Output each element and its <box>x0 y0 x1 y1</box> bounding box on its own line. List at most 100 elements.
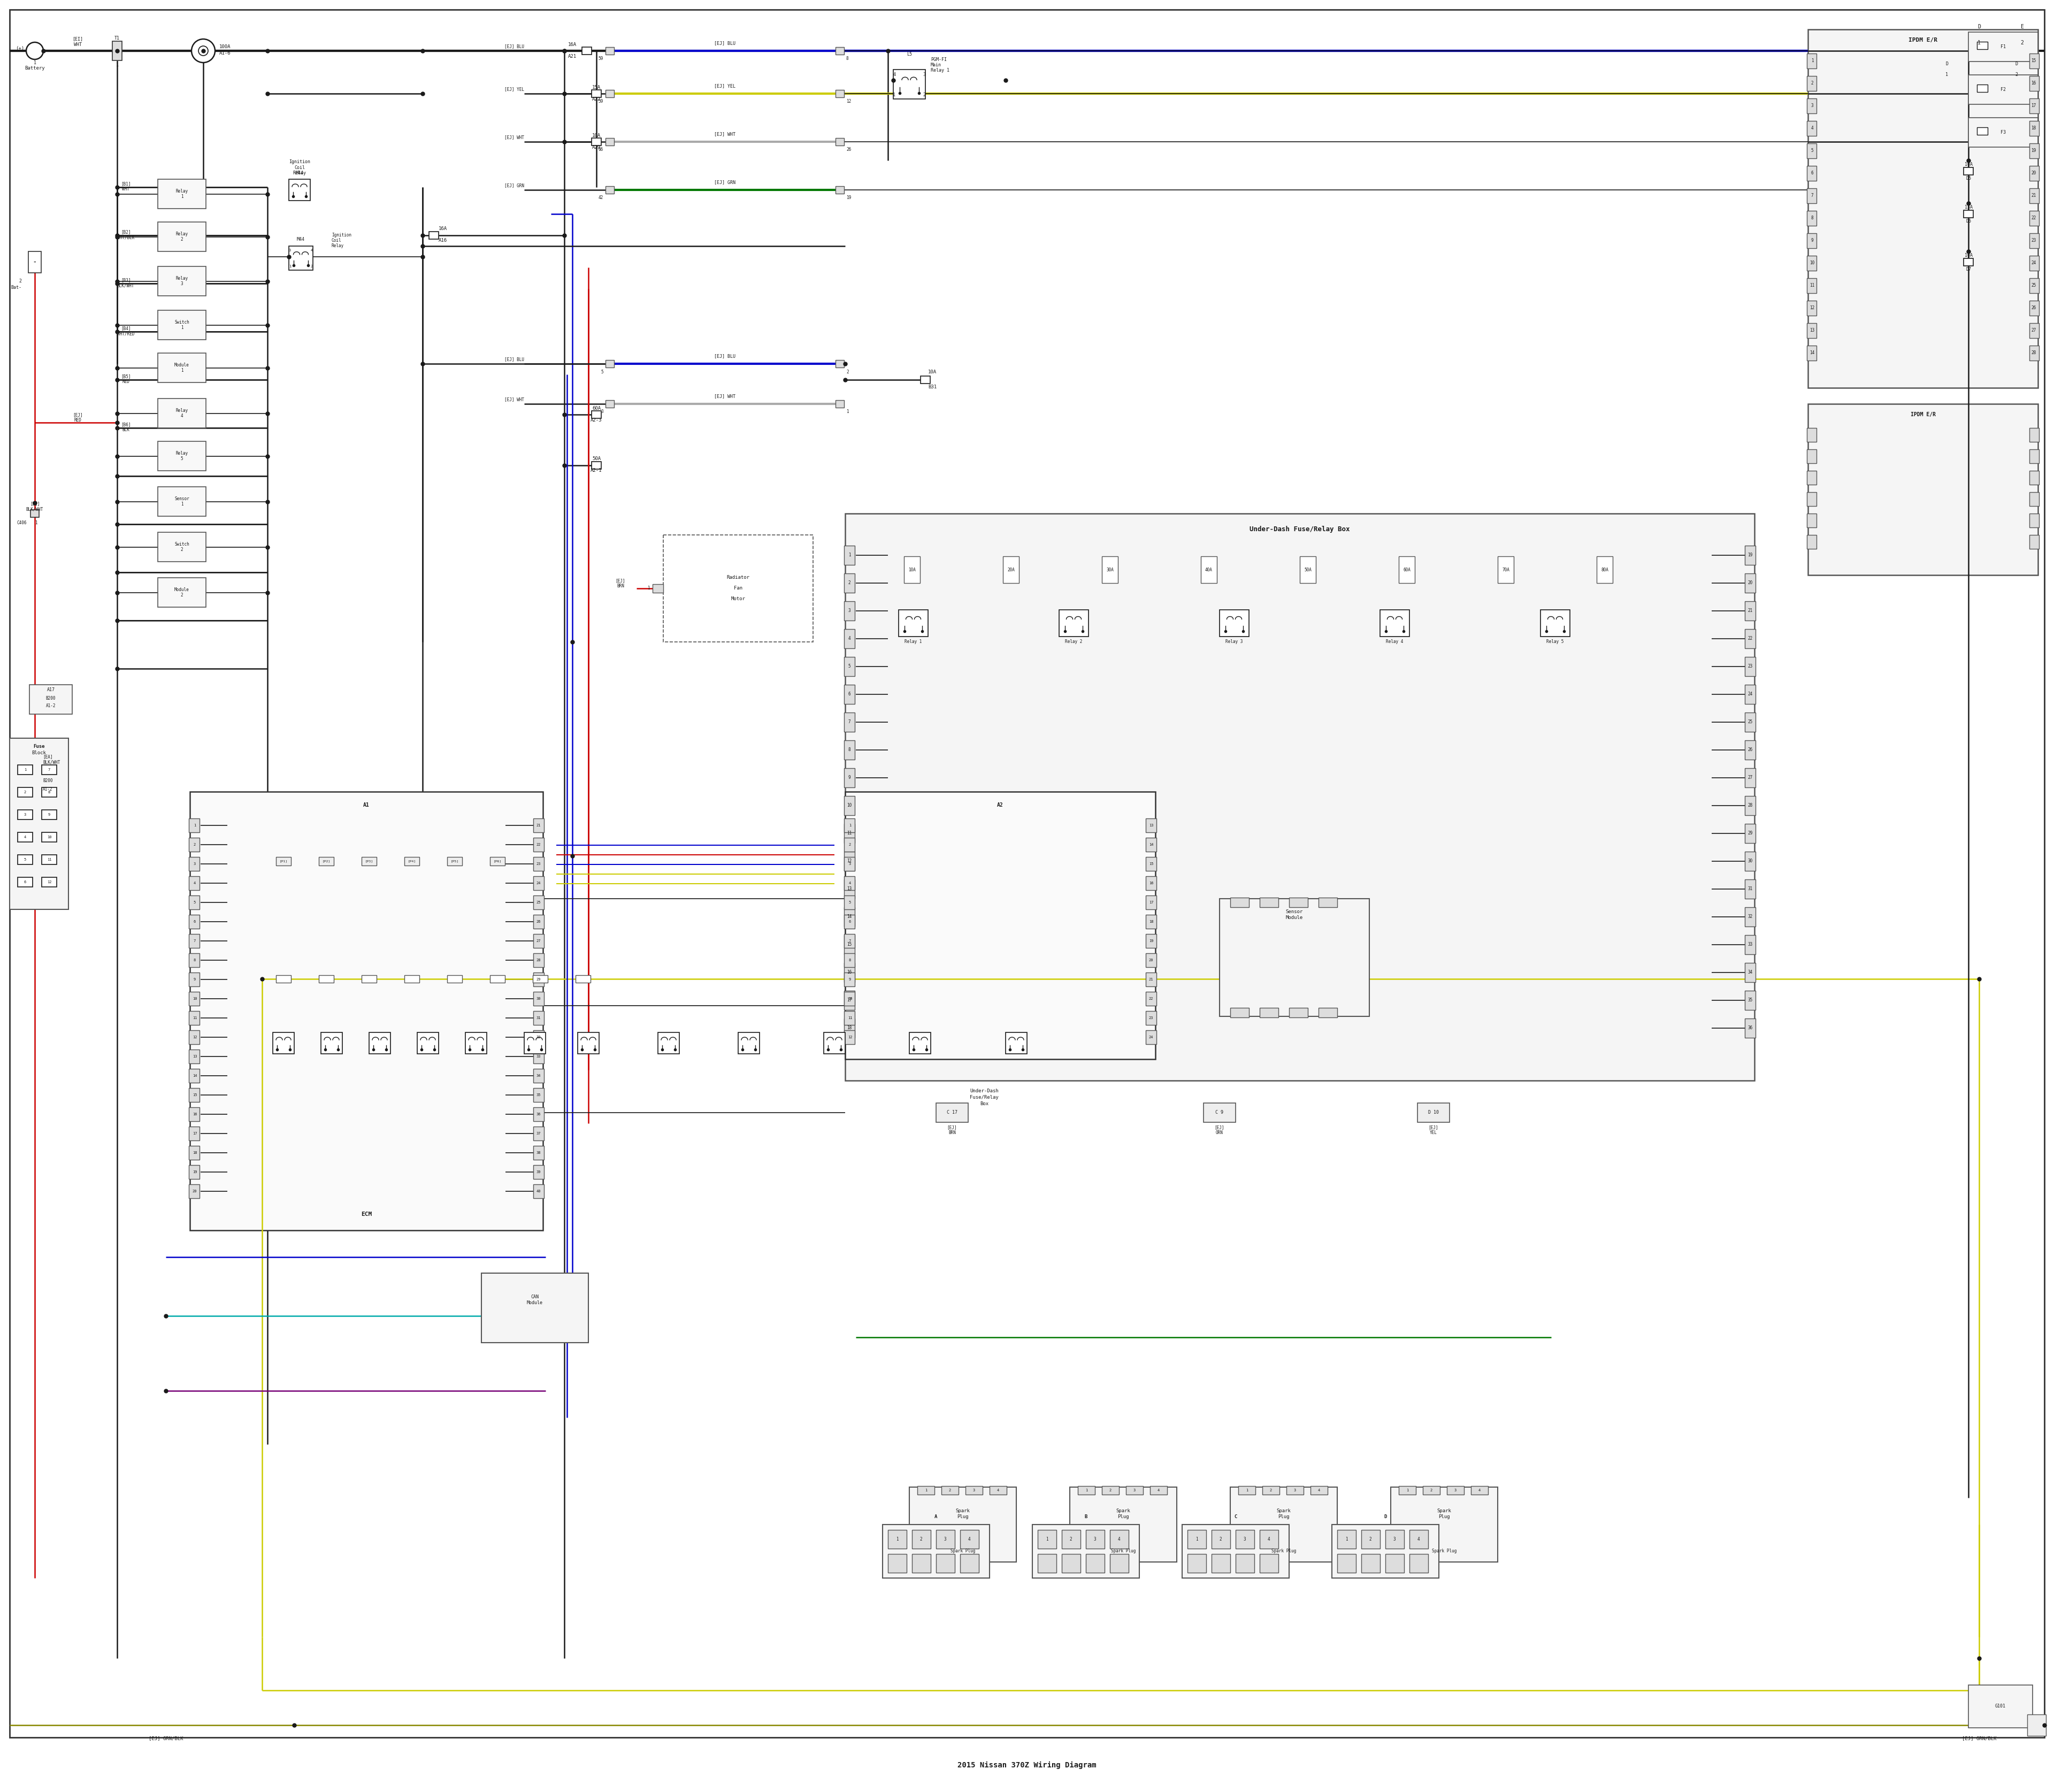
Bar <box>1964 167 1974 176</box>
Bar <box>2029 120 2040 136</box>
Text: 12: 12 <box>848 1036 852 1039</box>
Text: Sensor
Module: Sensor Module <box>1286 910 1302 919</box>
Text: 59: 59 <box>598 99 604 104</box>
Circle shape <box>199 47 207 56</box>
Bar <box>1391 1487 1497 1563</box>
Text: 30: 30 <box>1748 858 1752 864</box>
Text: D 10: D 10 <box>1428 1111 1440 1115</box>
Text: 10A: 10A <box>1964 163 1972 167</box>
Bar <box>158 353 205 382</box>
Bar <box>1310 1486 1327 1495</box>
Text: Spark Plug: Spark Plug <box>1432 1548 1456 1554</box>
Text: CAN
Module: CAN Module <box>528 1294 542 1305</box>
Text: 10: 10 <box>47 835 51 839</box>
Bar <box>1744 907 1756 926</box>
Text: 3: 3 <box>1243 1536 1247 1541</box>
Text: Coil: Coil <box>331 238 341 244</box>
Text: M44: M44 <box>296 170 304 176</box>
Bar <box>318 857 333 866</box>
Bar <box>534 1011 544 1025</box>
Text: 1: 1 <box>193 824 195 826</box>
Text: 26: 26 <box>1748 747 1752 753</box>
Bar <box>1146 896 1156 909</box>
Text: [EJ] WHT: [EJ] WHT <box>505 398 524 401</box>
Bar <box>1290 898 1308 907</box>
Text: 11: 11 <box>193 1016 197 1020</box>
Bar <box>1087 1530 1105 1548</box>
Bar <box>1744 962 1756 982</box>
Text: 28: 28 <box>2031 351 2036 355</box>
Text: 35: 35 <box>1748 998 1752 1004</box>
Text: 3: 3 <box>848 862 850 866</box>
Text: 16A: 16A <box>569 41 577 47</box>
Bar <box>429 231 440 238</box>
Bar <box>844 935 854 955</box>
Text: BLK/WHT: BLK/WHT <box>27 507 43 513</box>
Bar <box>592 90 602 97</box>
Bar <box>189 876 199 891</box>
Bar <box>448 857 462 866</box>
Text: 15A: 15A <box>1964 204 1972 210</box>
Bar <box>1220 609 1249 636</box>
Text: 36: 36 <box>1748 1025 1752 1030</box>
Text: 4: 4 <box>1117 1536 1119 1541</box>
Text: 25: 25 <box>2031 283 2036 289</box>
Text: [P1]: [P1] <box>279 860 288 862</box>
Text: YEL: YEL <box>1430 1131 1438 1136</box>
Text: 11: 11 <box>848 1016 852 1020</box>
Bar <box>1362 1530 1380 1548</box>
Bar <box>1259 1530 1278 1548</box>
Bar <box>417 1032 440 1054</box>
Text: 19: 19 <box>1148 939 1154 943</box>
Bar <box>1976 41 1988 48</box>
Text: A2: A2 <box>996 803 1004 808</box>
Bar <box>1808 428 1816 443</box>
Text: [EJ]: [EJ] <box>1430 1125 1438 1131</box>
Text: 10: 10 <box>848 996 852 1000</box>
Text: 3: 3 <box>290 249 292 253</box>
Text: 16: 16 <box>846 969 852 975</box>
Bar <box>534 1050 544 1063</box>
Text: 60A: 60A <box>592 405 600 410</box>
Bar <box>606 400 614 407</box>
Bar <box>1744 602 1756 620</box>
Bar <box>1808 75 1816 91</box>
Bar <box>1060 609 1089 636</box>
Text: [EJ] BLU: [EJ] BLU <box>505 45 524 48</box>
Text: 2: 2 <box>848 581 850 586</box>
Text: 21: 21 <box>2031 194 2036 199</box>
Bar <box>275 857 292 866</box>
Text: D: D <box>1978 23 1980 29</box>
Bar <box>1146 857 1156 871</box>
Text: C 17: C 17 <box>947 1111 957 1115</box>
Text: 1: 1 <box>35 521 37 525</box>
Text: 15: 15 <box>846 943 852 948</box>
Text: 4: 4 <box>1158 1489 1161 1493</box>
Bar <box>1968 1684 2033 1727</box>
Bar <box>844 896 854 909</box>
Text: 27: 27 <box>2031 328 2036 333</box>
Bar <box>189 1068 199 1082</box>
Text: 9: 9 <box>848 776 850 780</box>
Text: 50A: 50A <box>592 457 600 461</box>
Text: Relay
2: Relay 2 <box>177 231 189 242</box>
Text: 19: 19 <box>1748 554 1752 557</box>
Bar <box>1744 935 1756 955</box>
Bar <box>883 1525 990 1579</box>
Bar <box>1230 1487 1337 1563</box>
Bar <box>1062 1554 1080 1573</box>
Text: 12: 12 <box>846 858 852 864</box>
Bar <box>2029 233 2040 249</box>
Text: PGM-FI: PGM-FI <box>930 57 947 63</box>
Bar <box>900 609 928 636</box>
Text: 3: 3 <box>922 72 926 77</box>
Text: 7: 7 <box>47 769 51 771</box>
Bar <box>2029 493 2040 505</box>
Bar <box>1808 301 1816 315</box>
Bar <box>844 819 854 831</box>
Bar <box>836 138 844 145</box>
Bar <box>158 441 205 471</box>
Text: 13: 13 <box>193 1055 197 1057</box>
Text: 5: 5 <box>848 901 850 903</box>
Bar <box>1331 1525 1440 1579</box>
